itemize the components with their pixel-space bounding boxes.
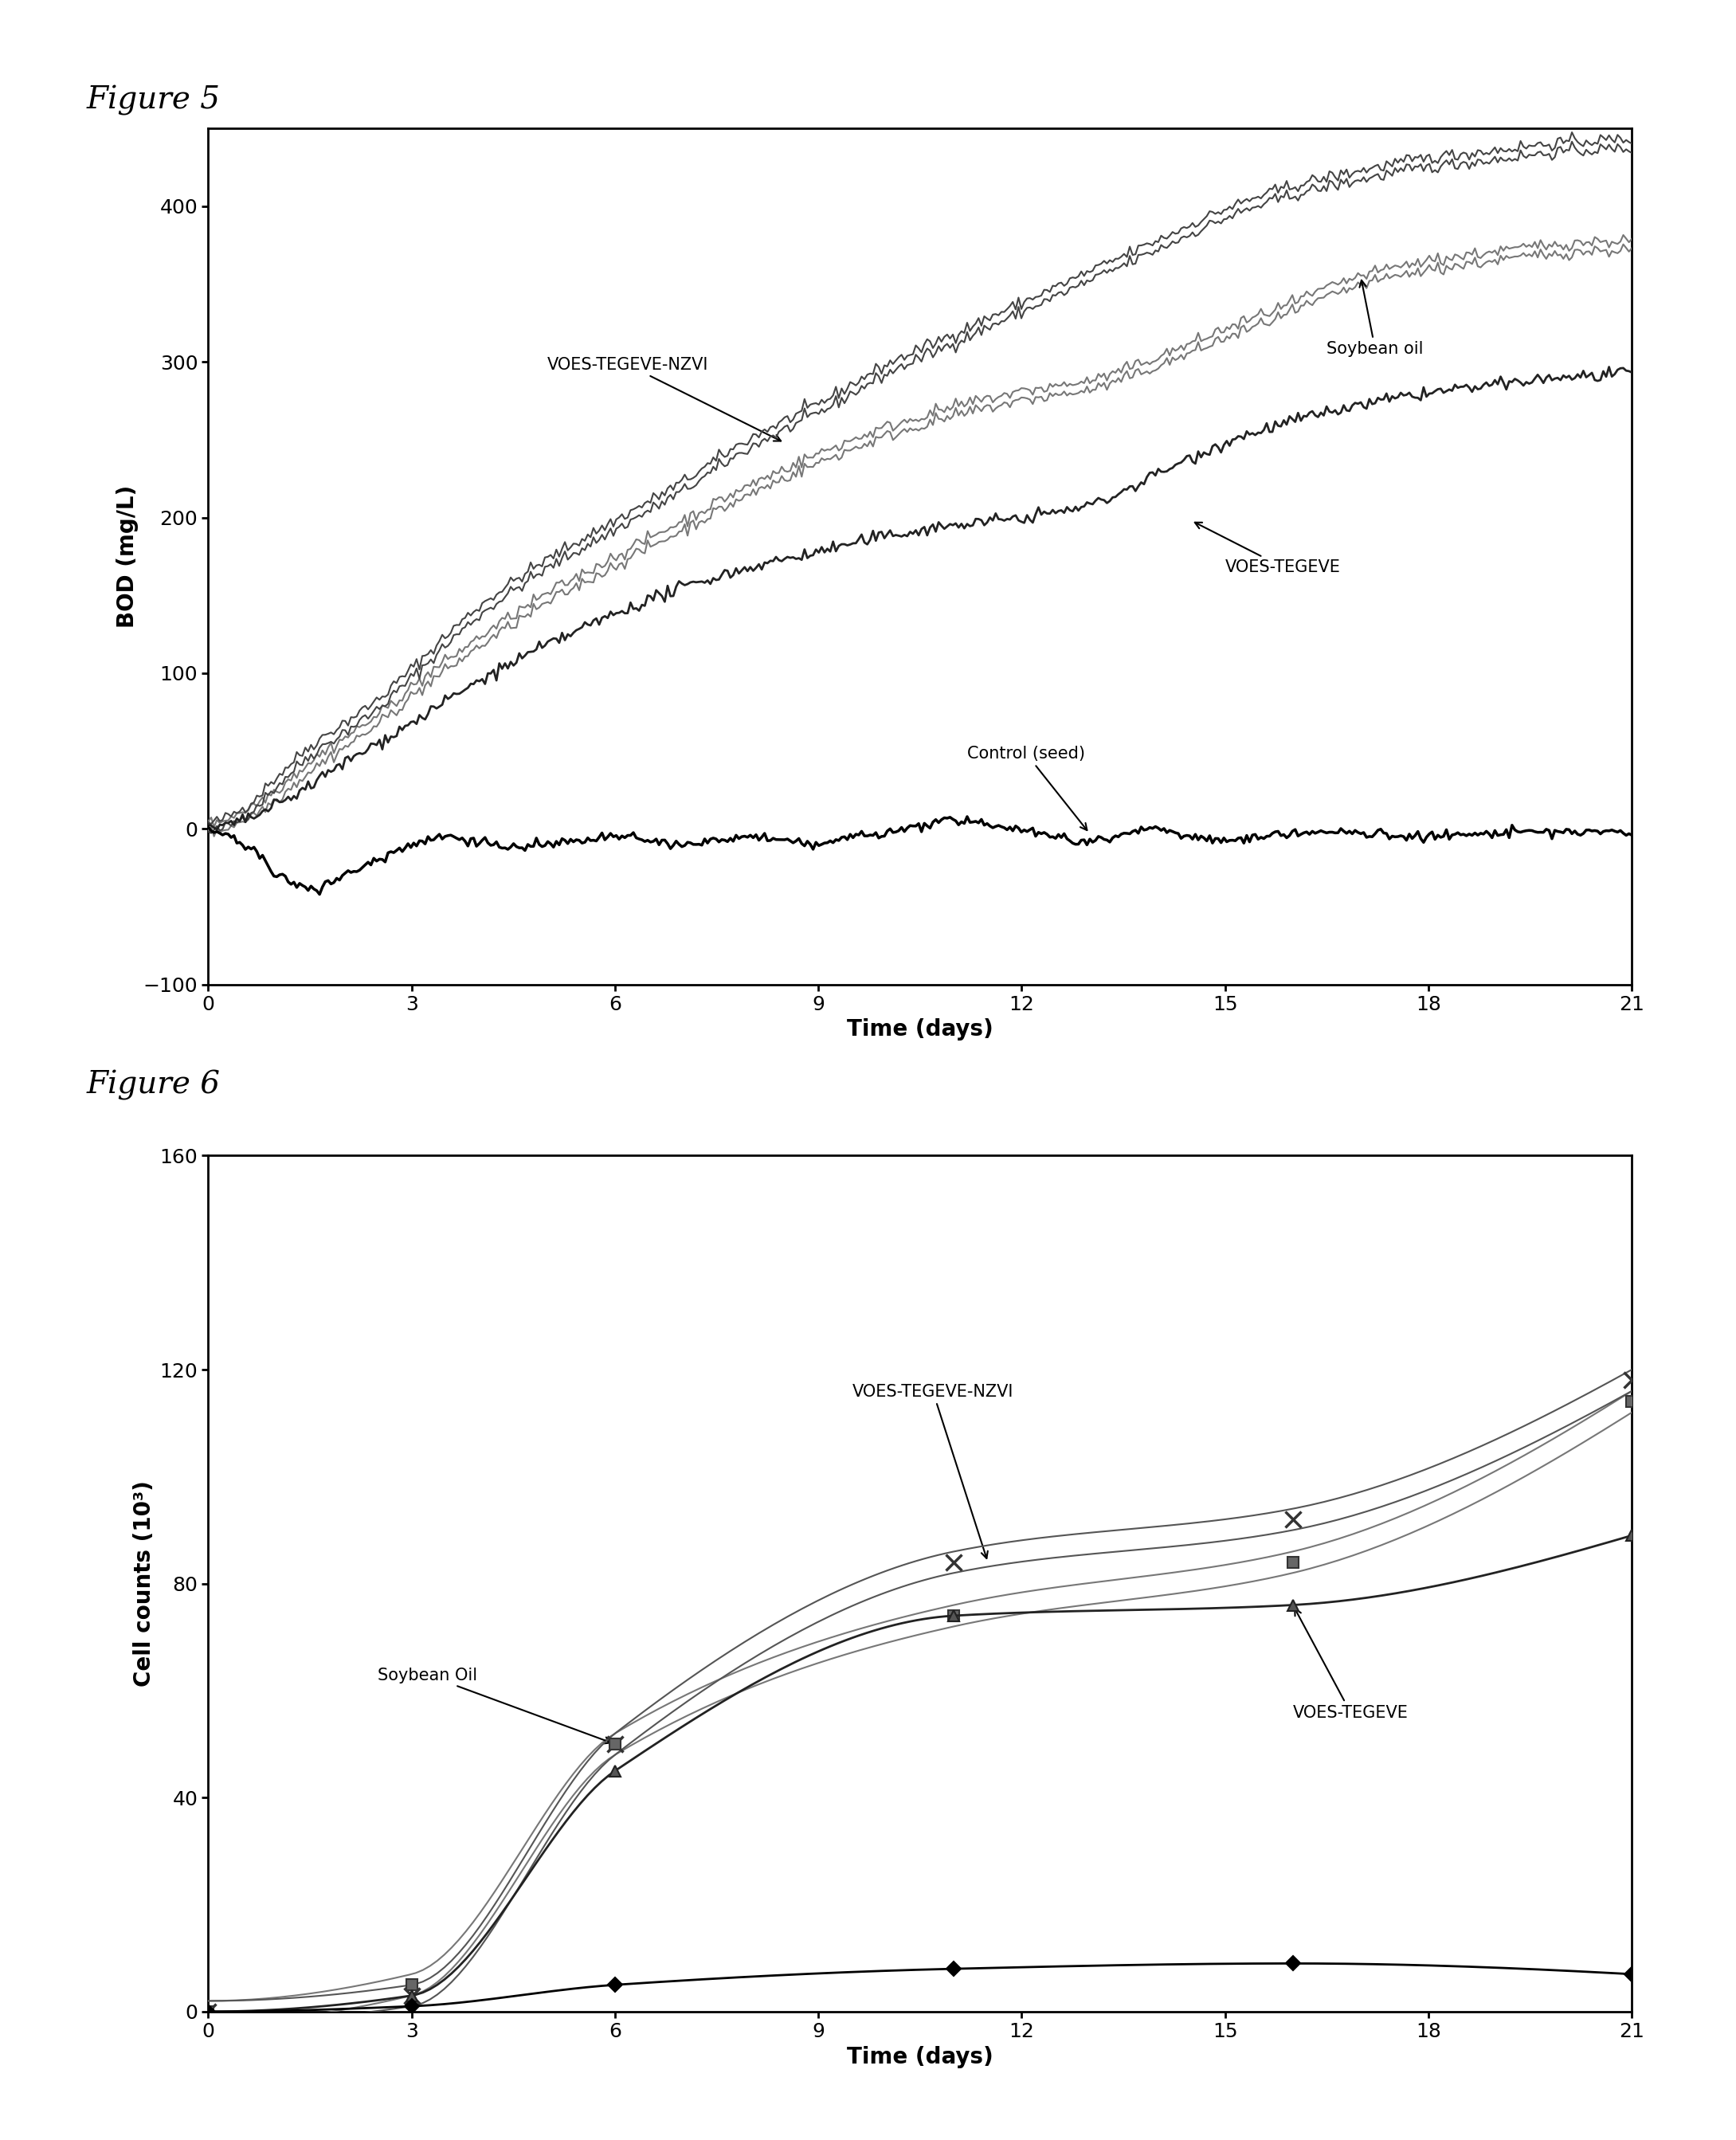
Text: Figure 5: Figure 5 [87,86,220,116]
X-axis label: Time (days): Time (days) [847,1019,993,1040]
Text: VOES-TEGEVE: VOES-TEGEVE [1293,1609,1408,1721]
Text: Soybean Oil: Soybean Oil [378,1667,611,1744]
Y-axis label: Cell counts (10³): Cell counts (10³) [134,1481,155,1686]
X-axis label: Time (days): Time (days) [847,2046,993,2067]
Text: Soybean oil: Soybean oil [1326,280,1424,357]
Text: Control (seed): Control (seed) [967,747,1087,830]
Text: Figure 6: Figure 6 [87,1070,220,1100]
Y-axis label: BOD (mg/L): BOD (mg/L) [116,486,139,627]
Text: VOES-TEGEVE-NZVI: VOES-TEGEVE-NZVI [852,1385,1014,1558]
Text: VOES-TEGEVE: VOES-TEGEVE [1194,522,1340,576]
Text: VOES-TEGEVE-NZVI: VOES-TEGEVE-NZVI [547,357,781,441]
